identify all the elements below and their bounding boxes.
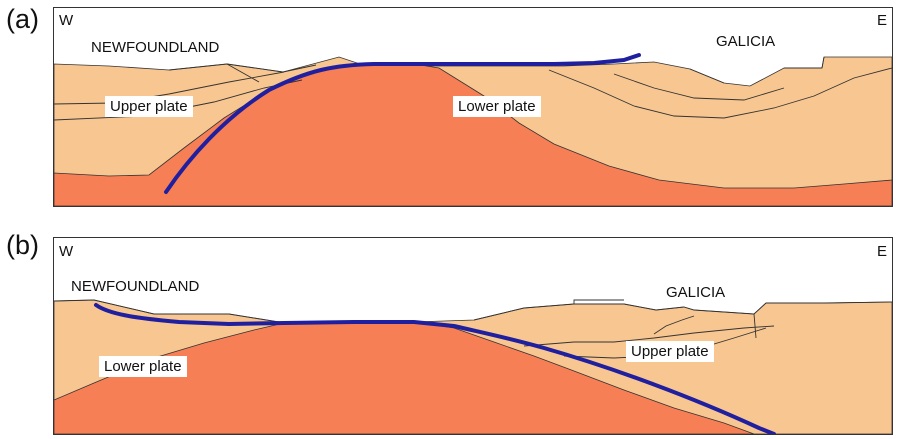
panel-b-lower-plate	[54, 321, 755, 434]
panel-b-west-label: W	[59, 243, 74, 260]
panel-a-west-label: W	[59, 12, 74, 29]
panel-b-crustal-lines	[54, 299, 892, 359]
panel-a-newfoundland-label: NEWFOUNDLAND	[91, 39, 220, 56]
panel-a: W E NEWFOUNDLAND GALICIA Upper plate Low…	[53, 7, 893, 207]
panel-b-east-label: E	[876, 243, 887, 260]
panel-b: W E NEWFOUNDLAND GALICIA Lower plate Upp…	[53, 237, 893, 435]
panel-b-upper-plate-label: Upper plate	[626, 341, 714, 362]
panel-b-newfoundland-label: NEWFOUNDLAND	[71, 278, 200, 295]
panel-b-cross-section	[54, 299, 892, 434]
panel-a-cross-section	[54, 53, 892, 206]
panel-b-lower-plate-label: Lower plate	[99, 356, 187, 377]
panel-b-detachment-fault	[94, 303, 776, 434]
panel-a-letter: (a)	[6, 4, 39, 34]
panel-a-east-label: E	[876, 12, 887, 29]
panel-a-galicia-label: GALICIA	[716, 33, 776, 50]
panel-b-letter: (b)	[6, 230, 39, 260]
panel-b-galicia-label: GALICIA	[666, 284, 726, 301]
panel-a-upper-plate-label: Upper plate	[105, 96, 193, 117]
panel-a-detachment-fault	[164, 53, 641, 194]
panel-a-lower-plate-label: Lower plate	[453, 96, 541, 117]
